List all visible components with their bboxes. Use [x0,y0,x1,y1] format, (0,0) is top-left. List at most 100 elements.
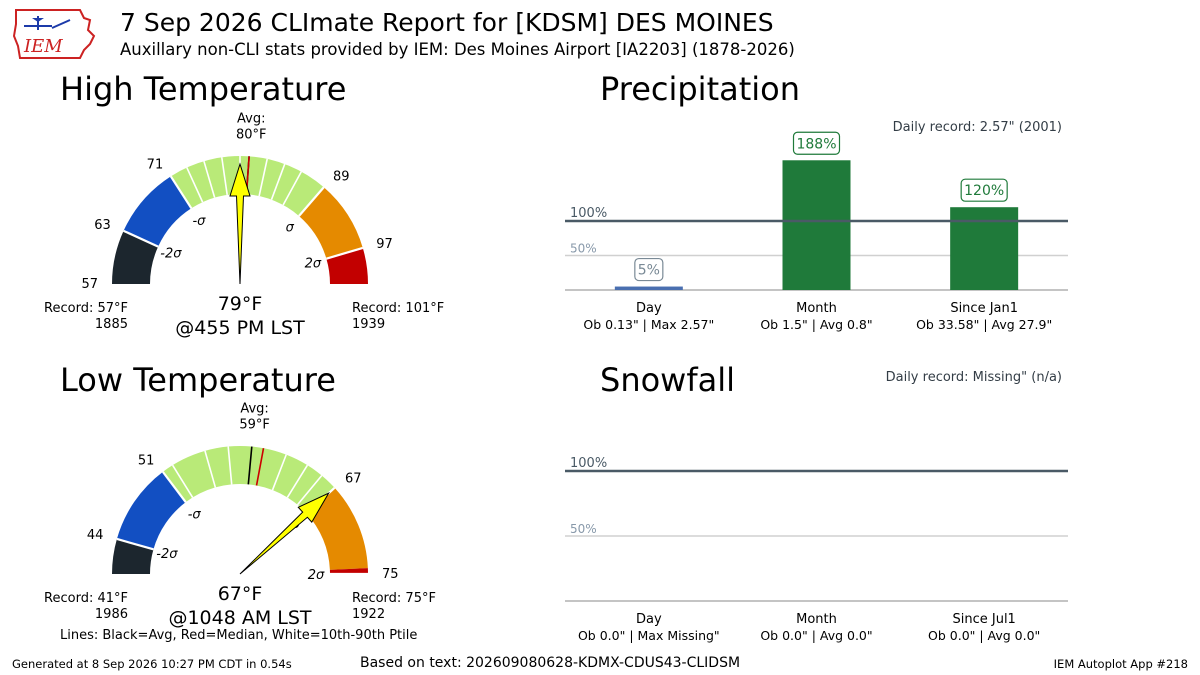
sigma-tick [298,186,325,217]
gauge-boundary-label: 71 [147,158,164,173]
snow-title: Snowfall [600,361,735,399]
gauge-sigma-label: 2σ [305,257,322,272]
gauge-needle [229,162,251,285]
gauge-avg-value: 80°F [236,127,267,142]
gauge-sigma-label: -σ [188,507,202,522]
sigma-tick [161,471,187,503]
gauge-boundary-label: 57 [81,277,98,292]
gauge-band-above [298,187,363,259]
gauge-boundary-label: 63 [94,218,111,233]
gauge-needle [239,492,330,575]
gauge-boundary-label: 67 [345,471,362,486]
bar-detail-label: Ob 1.5" | Avg 0.8" [760,317,872,332]
bar-category-label: Day [636,301,662,316]
precip-bar [782,160,851,290]
percentile-tick [296,475,323,506]
gauge-boundary-label: 51 [138,454,155,469]
gauge-observed-time: @1048 AM LST [168,607,311,629]
percentile-tick [286,464,309,498]
ref-label-100: 100% [570,456,607,471]
sigma-tick [169,175,193,209]
gauge-band-record-low [112,230,159,284]
gauge-boundary-label: 97 [376,237,393,252]
record-high-label: Record: 75°F [352,591,436,606]
sigma-tick [116,537,154,551]
low-temp-title: Low Temperature [60,361,336,399]
bar-value-box [960,178,1008,202]
bar-category-label: Since Jan1 [950,301,1018,316]
bar-category-label: Since Jul1 [952,612,1015,627]
gauge-observed-value: 67°F [218,583,263,605]
bar-detail-label: Ob 0.13" | Max 2.57" [583,317,714,332]
bar-value-box [792,131,841,155]
record-low-year: 1986 [95,607,128,622]
sigma-tick [123,229,159,248]
gauge-sigma-label: -σ [192,214,206,229]
record-low-year: 1885 [95,317,128,332]
percentile-tick [270,163,286,200]
percentile-tick [227,446,233,485]
percentile-tick [186,167,204,203]
median-line [255,448,265,486]
record-high-year: 1922 [352,607,385,622]
ref-label-100: 100% [570,206,607,221]
bar-value-label: 188% [796,136,836,152]
gauge-sigma-label: -2σ [156,547,178,562]
gauge-band-record-low [112,538,154,574]
bar-detail-label: Ob 33.58" | Avg 27.9" [916,317,1052,332]
footer-generated: Generated at 8 Sep 2026 10:27 PM CDT in … [12,657,292,671]
percentile-tick [271,454,287,491]
percentile-tick [220,157,228,196]
report-title: 7 Sep 2026 CLImate Report for [KDSM] DES… [120,8,774,37]
bar-value-label: 5% [638,263,660,279]
gauge-band-very-high [326,247,368,284]
percentile-tick [258,158,268,197]
gauge-boundary-label: 75 [382,567,399,582]
gauge-avg-label: Avg: [237,111,265,126]
gauge-observed-value: 79°F [218,293,263,315]
gauge-sigma-label: σ [286,221,295,236]
high-temp-title: High Temperature [60,70,347,108]
gauge-band-above [306,487,368,570]
percentile-tick [203,160,216,198]
gauge-sigma-label: 2σ [308,568,325,583]
record-low-label: Record: 41°F [44,591,128,606]
daily-record-label: Daily record: 2.57" (2001) [893,120,1062,135]
report-subtitle: Auxillary non-CLI stats provided by IEM:… [120,40,795,59]
gauge-sigma-label: -2σ [160,246,182,261]
bar-value-box [634,257,664,282]
iem-logo: IEM [12,9,96,59]
bar-detail-label: Ob 0.0" | Max Missing" [578,628,720,643]
ref-label-50: 50% [570,242,597,256]
gauge-band-very-low [123,176,192,247]
bar-category-label: Day [636,612,662,627]
gauge-boundary-label: 44 [87,528,104,543]
gauge-band-very-high [329,568,368,574]
bar-category-label: Month [796,612,837,627]
footer-based-on: Based on text: 202609080628-KDMX-CDUS43-… [360,655,741,671]
record-low-label: Record: 57°F [44,301,128,316]
footer-app: IEM Autoplot App #218 [1053,657,1188,671]
precip-title: Precipitation [600,70,801,108]
bar-value-label: 120% [964,183,1004,199]
precip-bar [614,286,683,290]
avg-line [247,446,253,485]
bar-detail-label: Ob 0.0" | Avg 0.0" [928,628,1040,643]
record-high-year: 1939 [352,317,385,332]
bar-category-label: Month [796,301,837,316]
precip-bar [950,207,1019,290]
bar-detail-label: Ob 0.0" | Avg 0.0" [760,628,872,643]
gauge-avg-value: 59°F [239,418,270,433]
percentile-tick [204,450,217,488]
percentile-tick [282,171,303,206]
percentile-tick [171,464,194,498]
ref-label-50: 50% [570,522,597,536]
logo-text: IEM [23,36,63,57]
sigma-tick [326,246,364,260]
record-high-label: Record: 101°F [352,301,444,316]
gauge-observed-time: @455 PM LST [175,317,305,339]
daily-record-label: Daily record: Missing" (n/a) [886,370,1062,385]
gauge-boundary-label: 89 [333,170,350,185]
legend-note: Lines: Black=Avg, Red=Median, White=10th… [60,628,418,643]
